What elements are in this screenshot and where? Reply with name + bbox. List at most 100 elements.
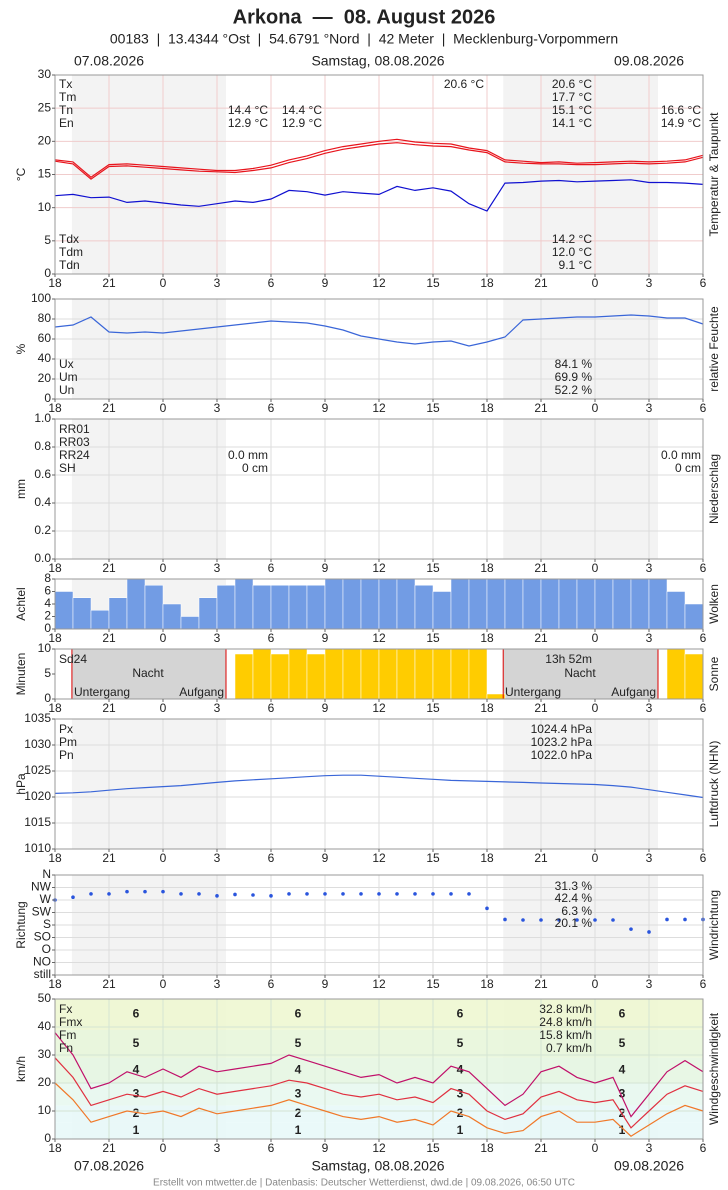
bar [414,585,434,630]
x-tick-label: 9 [322,276,329,290]
x-tick-label: 6 [700,401,707,415]
y-axis-label: km/h [14,1056,28,1082]
x-tick-label: 21 [102,631,116,645]
beaufort-label: 5 [295,1036,302,1050]
night-shade [503,649,658,699]
data-point [359,892,363,896]
page-title: Arkona — 08. August 2026 [233,6,496,28]
beaufort-label: 6 [133,1007,140,1021]
x-tick-label: 21 [102,851,116,865]
stat-note: 15.8 km/h [539,1028,592,1042]
bar [360,648,380,700]
y-tick-label: 30 [38,1047,52,1061]
bar [486,693,506,700]
subtitle: 00183 | 13.4344 °Ost | 54.6791 °Nord | 4… [110,31,618,47]
x-tick-label: 21 [534,1141,548,1155]
x-tick-label: 0 [160,851,167,865]
data-point [287,892,291,896]
stat-note: 42.4 % [555,891,593,905]
x-tick-label: 18 [480,977,494,991]
bar [378,578,398,630]
credit: Erstellt von mtwetter.de | Datenbasis: D… [153,1178,575,1189]
x-tick-label: 18 [48,851,62,865]
y-tick-label: 80 [38,311,52,325]
stat-note: Untergang [74,685,130,699]
data-point [539,918,543,922]
x-tick-label: 21 [534,276,548,290]
bar [270,585,290,630]
bar [360,578,380,630]
y-axis-label: mm [14,479,28,499]
x-tick-label: 6 [268,1141,275,1155]
data-point [251,893,255,897]
stat-note: Tdm [59,245,83,259]
x-tick-label: 0 [592,401,599,415]
data-point [557,918,561,922]
beaufort-label: 3 [619,1086,626,1100]
data-point [575,918,579,922]
stat-note: Fx [59,1002,72,1016]
data-point [215,894,219,898]
stat-note: RR01 [59,422,90,436]
x-tick-label: 15 [426,1141,440,1155]
x-tick-label: 18 [48,276,62,290]
bar [414,648,434,700]
bar [90,610,110,630]
x-tick-label: 21 [102,1141,116,1155]
x-tick-label: 12 [372,631,386,645]
x-tick-label: 3 [646,401,653,415]
data-point [233,892,237,897]
x-tick-label: 0 [160,701,167,715]
bar [108,597,128,630]
bar [342,648,362,700]
x-tick-label: 6 [700,977,707,991]
x-tick-label: 0 [592,851,599,865]
y-tick-label: 0.2 [34,523,51,537]
beaufort-label: 4 [619,1063,626,1077]
x-tick-label: 18 [480,701,494,715]
data-line [54,138,704,178]
x-tick-label: 0 [160,276,167,290]
y-tick-label: 1025 [24,763,51,777]
data-point [431,892,435,896]
bar [216,585,236,630]
y-tick-label: still [34,967,51,981]
bar [288,585,308,630]
night-shade [503,419,658,559]
x-tick-label: 21 [102,561,116,575]
y-tick-label: 20 [38,371,52,385]
y-tick-label: 10 [38,1103,52,1117]
x-tick-label: 6 [700,1141,707,1155]
beaufort-label: 5 [619,1036,626,1050]
x-tick-label: 12 [372,401,386,415]
x-tick-label: 3 [646,276,653,290]
x-tick-label: 6 [268,977,275,991]
y-tick-label: 40 [38,351,52,365]
beaufort-label: 5 [133,1036,140,1050]
data-point [647,930,651,934]
stat-note: 24.8 km/h [539,1015,592,1029]
x-tick-label: 0 [592,631,599,645]
y-tick-label: 8 [44,571,51,585]
x-tick-label: 9 [322,977,329,991]
night-shade [71,419,226,559]
x-tick-label: 3 [214,561,221,575]
data-point [665,917,669,922]
data-point [107,892,111,896]
stat-note: 32.8 km/h [539,1002,592,1016]
y-tick-label: 20 [38,1075,52,1089]
stat-note: 16.6 °C [661,103,701,117]
data-point [503,917,507,922]
beaufort-label: 3 [133,1086,140,1100]
stat-note: Untergang [505,685,561,699]
y-tick-label: 1010 [24,841,51,855]
x-tick-label: 15 [426,631,440,645]
beaufort-label: 6 [295,1007,302,1021]
stat-note: RR24 [59,448,90,462]
y-tick-label: 0.8 [34,439,51,453]
beaufort-label: 3 [457,1086,464,1100]
data-point [197,892,201,896]
x-tick-label: 21 [102,977,116,991]
bar [396,648,416,700]
